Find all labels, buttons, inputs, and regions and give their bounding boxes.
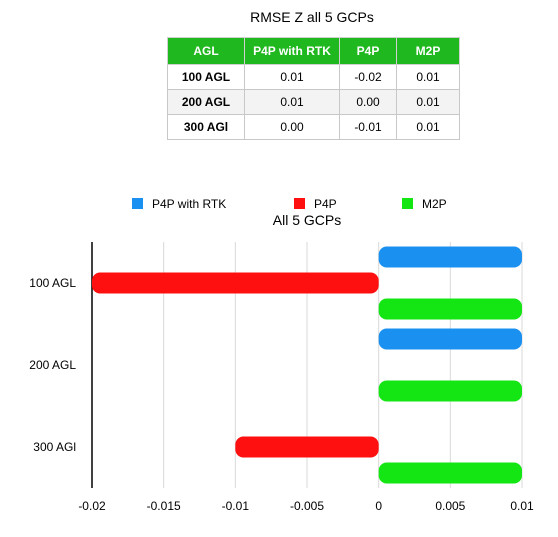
header-m2p: M2P bbox=[396, 37, 460, 65]
bar-p4p-with-rtk bbox=[378, 246, 522, 268]
bar-p4p-with-rtk bbox=[378, 328, 522, 350]
y-tick-label: 100 AGL bbox=[29, 276, 76, 290]
table-cell: 0.00 bbox=[244, 114, 340, 140]
table-header-row: AGL P4P with RTK P4P M2P bbox=[167, 37, 460, 65]
bar-p4p bbox=[92, 272, 379, 294]
x-tick-label: -0.005 bbox=[290, 499, 324, 513]
header-p4p-rtk: P4P with RTK bbox=[244, 37, 340, 65]
header-p4p: P4P bbox=[339, 37, 397, 65]
table-cell: -0.01 bbox=[339, 114, 397, 140]
row-label: 100 AGL bbox=[167, 64, 245, 90]
y-tick-label: 300 AGl bbox=[33, 440, 76, 454]
header-agl: AGL bbox=[167, 37, 245, 65]
table-cell: 0.00 bbox=[339, 89, 397, 115]
bar-chart: P4P with RTK P4P M2P All 5 GCPs -0.02 -0.015 -… bbox=[29, 197, 534, 513]
x-tick-label: -0.015 bbox=[147, 499, 181, 513]
x-tick-label: -0.02 bbox=[78, 499, 106, 513]
rmse-table: AGL P4P with RTK P4P M2P 100 AGL 0.01 -0… bbox=[167, 37, 460, 140]
legend-swatch bbox=[132, 198, 143, 209]
legend-label: M2P bbox=[422, 197, 447, 211]
legend-swatch bbox=[294, 198, 305, 209]
y-tick-label: 200 AGL bbox=[29, 358, 76, 372]
bar-p4p bbox=[235, 436, 379, 458]
row-label: 300 AGl bbox=[167, 114, 245, 140]
bar-m2p bbox=[378, 462, 522, 484]
table-cell: 0.01 bbox=[244, 89, 340, 115]
table-row: 200 AGL 0.01 0.00 0.01 bbox=[167, 89, 460, 115]
bar-m2p bbox=[378, 380, 522, 402]
table-cell: 0.01 bbox=[244, 64, 340, 90]
legend-swatch bbox=[402, 198, 413, 209]
table-row: 100 AGL 0.01 -0.02 0.01 bbox=[167, 64, 460, 90]
table-cell: 0.01 bbox=[396, 64, 460, 90]
row-label: 200 AGL bbox=[167, 89, 245, 115]
legend-label: P4P with RTK bbox=[152, 197, 226, 211]
x-tick-label: 0.01 bbox=[510, 499, 534, 513]
table-cell: 0.01 bbox=[396, 114, 460, 140]
x-tick-label: 0.005 bbox=[435, 499, 465, 513]
legend-label: P4P bbox=[314, 197, 337, 211]
bar-m2p bbox=[378, 298, 522, 320]
table-row: 300 AGl 0.00 -0.01 0.01 bbox=[167, 114, 460, 140]
table-title: RMSE Z all 5 GCPs bbox=[250, 9, 374, 25]
table-cell: 0.01 bbox=[396, 89, 460, 115]
x-tick-label: -0.01 bbox=[222, 499, 250, 513]
chart-title: All 5 GCPs bbox=[273, 212, 341, 228]
x-tick-label: 0 bbox=[375, 499, 382, 513]
table-cell: -0.02 bbox=[339, 64, 397, 90]
